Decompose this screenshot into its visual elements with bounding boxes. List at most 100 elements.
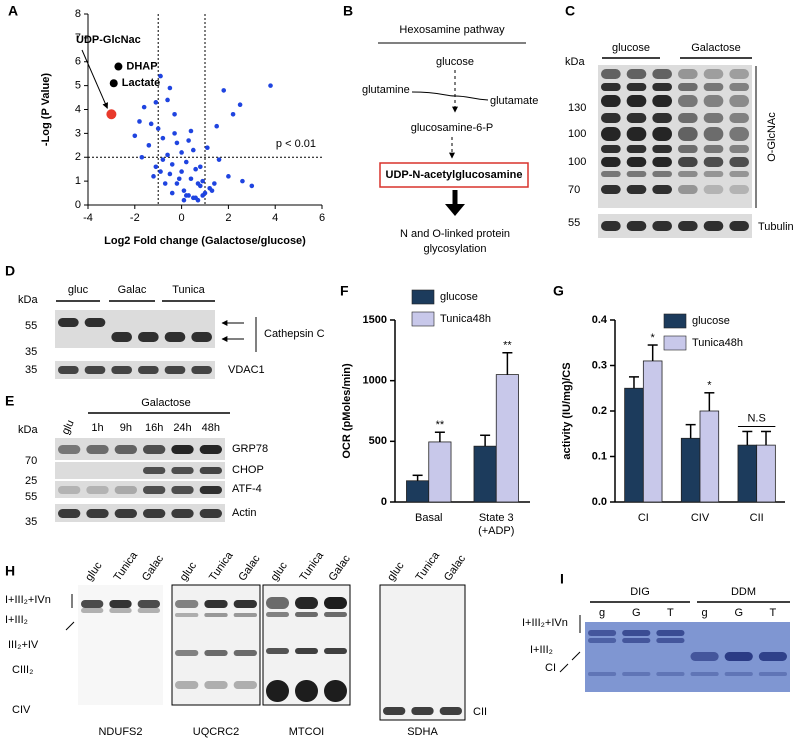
point <box>165 152 170 158</box>
y-tick-label: 0.3 <box>592 359 607 371</box>
complex-slash <box>559 663 569 673</box>
band <box>199 467 222 474</box>
band <box>143 509 166 518</box>
band <box>678 185 698 194</box>
band <box>626 113 647 123</box>
band <box>171 486 194 494</box>
marker: 100 <box>568 128 586 140</box>
significance: N.S <box>747 412 765 424</box>
band <box>137 600 160 608</box>
point <box>153 100 159 105</box>
complex-slash <box>571 651 581 661</box>
band <box>656 630 685 636</box>
band <box>109 608 132 613</box>
band <box>729 145 749 153</box>
point <box>169 190 175 196</box>
band <box>678 171 698 177</box>
x-tick-label: State 3 (+ADP) <box>478 512 514 537</box>
point <box>181 197 187 203</box>
band <box>58 486 81 494</box>
marker: 55 <box>568 217 580 229</box>
lane-label: Galac <box>442 553 469 584</box>
point <box>191 147 196 153</box>
y-tick-label: 0.4 <box>592 314 608 326</box>
y-tick-label: 1500 <box>363 314 387 326</box>
band <box>199 445 222 454</box>
lane-label: G <box>734 607 743 619</box>
band <box>295 612 318 617</box>
legend-label: glucose <box>692 315 730 327</box>
band <box>652 185 672 194</box>
panel-letter: F <box>340 283 349 299</box>
point <box>214 123 219 129</box>
point <box>230 111 236 117</box>
band <box>324 648 347 654</box>
antibody-label: UQCRC2 <box>193 726 239 738</box>
band <box>171 467 194 474</box>
lane-label: gluc <box>83 560 105 584</box>
point <box>160 157 166 162</box>
band <box>58 509 81 518</box>
point <box>158 73 163 79</box>
pathway-title: Hexosamine pathway <box>399 24 505 36</box>
band <box>143 445 166 454</box>
y-tick-label: 4 <box>75 103 81 115</box>
metabolite: glutamine <box>362 84 410 96</box>
band <box>295 597 318 609</box>
blot <box>55 361 215 379</box>
point <box>141 104 147 110</box>
group-label: glucose <box>612 42 650 54</box>
y-axis-label: activity (IU/mg)/CS <box>561 362 573 459</box>
highlight-arrow <box>81 49 108 109</box>
panel-letter: A <box>8 3 18 19</box>
band <box>622 672 651 676</box>
lane-label: Galac <box>327 553 354 584</box>
threshold-label: p < 0.01 <box>276 138 316 150</box>
lane-label: Tunica <box>112 549 141 583</box>
band <box>199 509 222 518</box>
band <box>703 185 724 194</box>
band <box>171 509 194 518</box>
x-tick-label: Basal <box>415 512 443 524</box>
lane-label: Galac <box>140 553 167 584</box>
band <box>164 332 186 342</box>
band <box>652 127 672 141</box>
point <box>198 164 203 170</box>
band <box>266 612 289 617</box>
band <box>626 171 647 177</box>
band <box>204 650 228 656</box>
lane-label: T <box>667 607 674 619</box>
x-axis-label: Log2 Fold change (Galactose/glucose) <box>104 235 306 247</box>
blot <box>55 438 225 460</box>
x-tick-label: 2 <box>225 212 231 224</box>
lane-label: Tunica <box>207 549 236 583</box>
band <box>601 145 621 153</box>
marker: 55 <box>25 320 37 332</box>
y-tick-label: 6 <box>75 56 81 68</box>
band <box>204 600 228 608</box>
panel-letter: G <box>553 283 564 299</box>
x-tick-label: -2 <box>130 212 140 224</box>
band <box>601 171 621 177</box>
blot-label: ATF-4 <box>232 483 262 495</box>
significance: ** <box>436 419 445 431</box>
band <box>138 366 159 374</box>
band <box>678 127 698 141</box>
band <box>601 127 621 141</box>
band <box>295 648 318 654</box>
y-tick-label: 3 <box>75 127 81 139</box>
y-tick-label: 2 <box>75 151 81 163</box>
panel-letter: I <box>560 571 564 587</box>
complex-label: I+III₂ <box>530 644 553 656</box>
group-label: DDM <box>731 586 756 598</box>
band <box>729 113 749 123</box>
y-tick-label: 0.1 <box>592 450 607 462</box>
band <box>678 95 698 107</box>
band <box>703 127 724 141</box>
y-tick-label: 7 <box>75 32 81 44</box>
band <box>324 680 347 702</box>
point <box>179 169 184 174</box>
band <box>58 445 81 454</box>
band <box>143 467 166 474</box>
